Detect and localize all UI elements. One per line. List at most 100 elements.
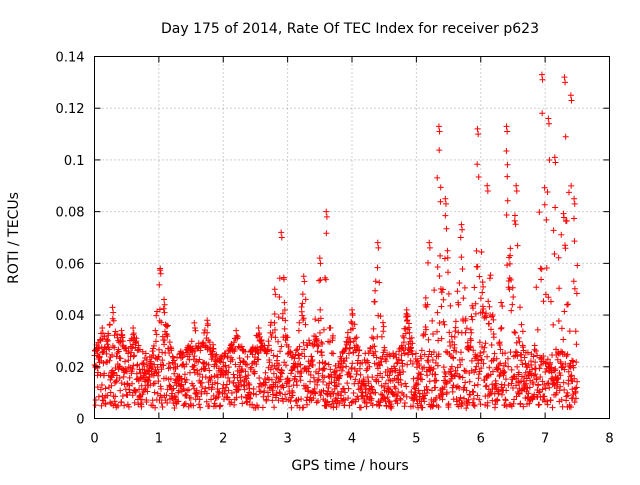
data-point [508,380,515,387]
data-point [474,161,481,168]
data-point [175,387,182,394]
data-point [174,354,181,361]
data-point [163,392,170,399]
data-point [444,254,451,261]
data-point [512,221,519,228]
data-point [295,327,302,334]
data-point [368,395,375,402]
data-point [462,368,469,375]
data-point [104,337,111,344]
data-point [102,401,109,408]
data-point [433,377,440,384]
data-point [338,388,345,395]
data-point [484,187,491,194]
data-point [572,328,579,335]
data-point [469,388,476,395]
data-point [467,343,474,350]
data-point [511,396,518,403]
data-point [108,374,115,381]
data-point [429,403,436,410]
data-point [502,376,509,383]
data-point [426,244,433,251]
data-point [451,344,458,351]
data-point [143,356,150,363]
data-point [407,345,414,352]
data-point [471,369,478,376]
y-tick-label: 0.04 [56,309,85,324]
data-point [463,387,470,394]
data-point [409,360,416,367]
data-point [186,356,193,363]
data-point [318,352,325,359]
data-point [477,295,484,302]
data-point [471,382,478,389]
data-point [406,324,413,331]
data-point [343,355,350,362]
data-point [161,341,168,348]
data-point [108,382,115,389]
data-point [325,384,332,391]
data-point [138,382,145,389]
data-point [509,301,516,308]
y-axis-label: ROTI / TECUs [6,192,22,284]
data-point [481,344,488,351]
data-point [504,197,511,204]
data-point [570,358,577,365]
data-point [442,370,449,377]
data-point [320,378,327,385]
data-point [429,317,436,324]
data-point [327,366,334,373]
data-point [316,277,323,284]
data-point [349,360,356,367]
data-point [404,361,411,368]
data-point [347,339,354,346]
data-point [336,373,343,380]
data-point [117,355,124,362]
data-point [476,339,483,346]
data-point [220,359,227,366]
data-point [512,329,519,336]
data-point [155,378,162,385]
data-point [297,361,304,368]
data-point [164,399,171,406]
data-point [442,373,449,380]
data-point [151,380,158,387]
data-point [165,360,172,367]
data-point [316,359,323,366]
data-point [454,364,461,371]
data-point [98,402,105,409]
data-point [487,272,494,279]
data-point [375,378,382,385]
data-point [380,394,387,401]
data-point [459,226,466,233]
data-point [554,379,561,386]
data-point [434,309,441,316]
data-point [239,366,246,373]
data-point [106,321,113,328]
data-point [158,399,165,406]
data-point [338,367,345,374]
data-point [517,378,524,385]
data-point [152,404,159,411]
data-point [311,385,318,392]
data-point [536,401,543,408]
data-point [372,278,379,285]
data-point [401,350,408,357]
data-point [311,341,318,348]
data-point [542,385,549,392]
data-point [375,244,382,251]
data-point [355,352,362,359]
data-point [157,265,164,272]
data-point [256,330,263,337]
data-point [247,395,254,402]
data-point [494,397,501,404]
data-point [372,389,379,396]
data-point [546,156,553,163]
data-point [469,316,476,323]
data-point [477,350,484,357]
data-point [494,366,501,373]
data-point [443,389,450,396]
data-point [299,300,306,307]
data-point [299,291,306,298]
data-point [106,357,113,364]
